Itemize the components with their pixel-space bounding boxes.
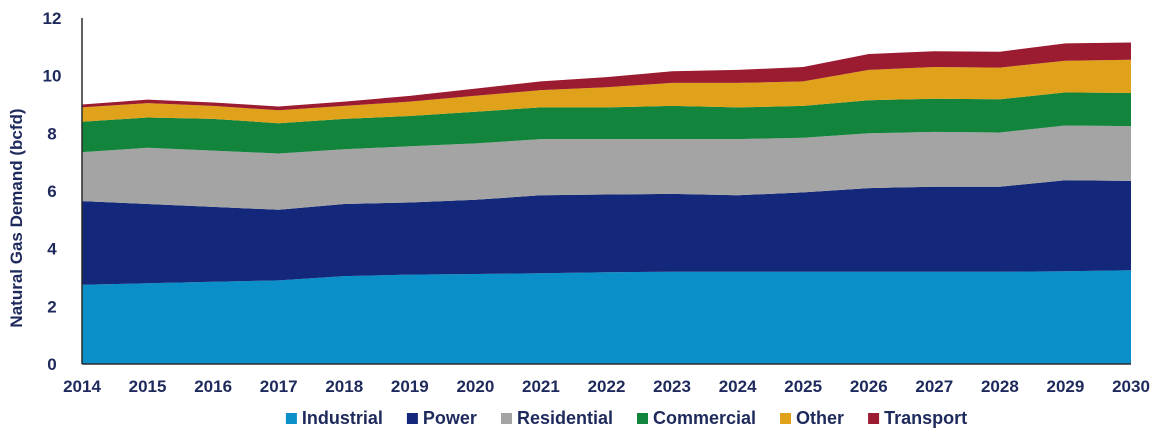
- x-tick-label: 2030: [1112, 377, 1150, 396]
- x-tick-label: 2028: [981, 377, 1019, 396]
- legend-item-transport: Transport: [868, 408, 967, 428]
- x-tick-label: 2015: [129, 377, 167, 396]
- x-tick-label: 2026: [850, 377, 888, 396]
- area-transport: [82, 42, 1131, 111]
- area-other: [82, 59, 1131, 124]
- x-tick-label: 2023: [653, 377, 691, 396]
- x-tick-label: 2025: [784, 377, 822, 396]
- y-tick-label: 8: [47, 124, 56, 143]
- x-tick-label: 2024: [719, 377, 757, 396]
- area-power: [82, 180, 1131, 285]
- x-tick-labels: 2014 2015 2016 2017 2018 2019 2020 2021 2022 2023…: [63, 377, 1150, 396]
- y-tick-label: 2: [47, 297, 56, 316]
- legend-item-residential: Residential: [501, 408, 613, 428]
- legend-swatch: [637, 413, 648, 424]
- x-tick-label: 2027: [915, 377, 953, 396]
- axes-group: [81, 18, 1131, 365]
- legend-item-commercial: Commercial: [637, 408, 756, 428]
- y-tick-label: 12: [43, 9, 62, 28]
- legend-label: Industrial: [302, 408, 383, 428]
- x-tick-label: 2020: [456, 377, 494, 396]
- y-tick-label: 4: [47, 240, 57, 259]
- y-tick-label: 10: [43, 67, 62, 86]
- x-tick-label: 2021: [522, 377, 560, 396]
- y-tick-label: 6: [47, 182, 56, 201]
- legend-label: Other: [796, 408, 844, 428]
- legend-label: Transport: [884, 408, 967, 428]
- area-industrial: [82, 270, 1131, 364]
- x-tick-label: 2017: [260, 377, 298, 396]
- y-tick-labels: 0 2 4 6 8 10 12: [43, 9, 62, 374]
- legend-item-industrial: Industrial: [285, 408, 383, 428]
- legend-label: Commercial: [653, 408, 756, 428]
- legend-swatch: [868, 413, 880, 424]
- x-tick-label: 2029: [1047, 377, 1085, 396]
- area-commercial: [82, 92, 1131, 154]
- x-tick-label: 2014: [63, 377, 101, 396]
- y-tick-label: 0: [47, 355, 56, 374]
- legend-item-other: Other: [780, 408, 844, 428]
- area-series-group: [82, 42, 1131, 364]
- legend-item-power: Power: [406, 408, 477, 428]
- y-axis-title: Natural Gas Demand (bcfd): [7, 108, 26, 327]
- x-tick-label: 2016: [194, 377, 232, 396]
- x-tick-label: 2018: [325, 377, 363, 396]
- area-residential: [82, 125, 1131, 210]
- legend-swatch: [501, 413, 512, 424]
- x-tick-label: 2022: [588, 377, 626, 396]
- legend-swatch: [285, 413, 297, 424]
- x-tick-label: 2019: [391, 377, 429, 396]
- legend: Industrial Power Residential Commercial Othe…: [285, 408, 967, 428]
- legend-swatch: [780, 413, 791, 424]
- legend-label: Residential: [517, 408, 613, 428]
- legend-label: Power: [423, 408, 477, 428]
- legend-swatch: [406, 413, 418, 424]
